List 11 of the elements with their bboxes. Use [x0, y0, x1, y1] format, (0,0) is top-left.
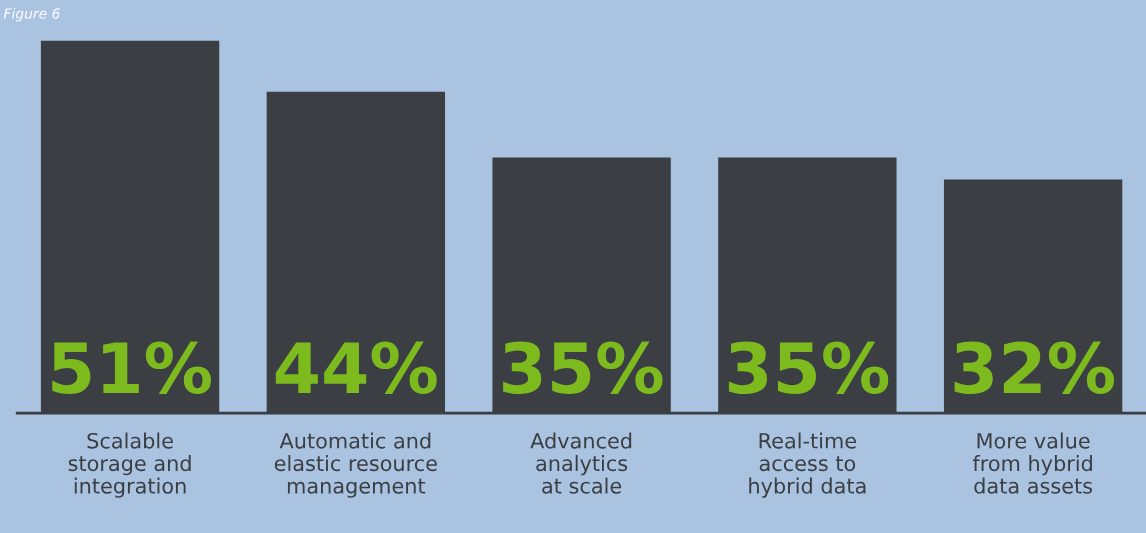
data-label: 35%: [728, 341, 889, 395]
data-label: 32%: [954, 341, 1115, 395]
x-tick-label: Real-time access to hybrid data: [749, 432, 866, 498]
data-label: 35%: [503, 341, 663, 395]
x-tick-label: More value from hybrid data assets: [972, 432, 1093, 494]
data-label: 51%: [52, 341, 211, 395]
caption: Figure 6: [3, 7, 60, 22]
x-tick-label: Automatic and elastic resource management: [274, 432, 437, 498]
x-tick-label: Advanced analytics at scale: [530, 432, 632, 494]
x-tick-label: Scalable storage and integration: [68, 432, 191, 498]
data-label: 44%: [275, 341, 437, 395]
